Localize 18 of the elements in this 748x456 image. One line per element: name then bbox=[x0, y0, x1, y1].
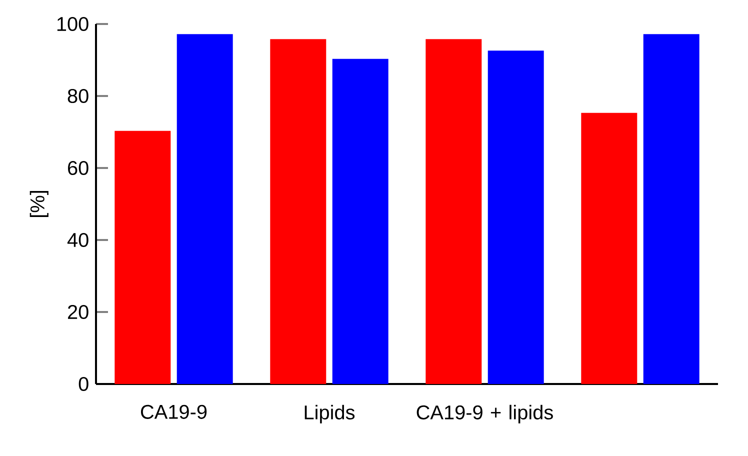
y-tick-label: 100 bbox=[57, 16, 88, 32]
y-tick-label: 60 bbox=[68, 160, 88, 176]
y-tick-label: 80 bbox=[68, 88, 88, 104]
bar bbox=[114, 130, 171, 384]
x-tick-label: CA19-9 bbox=[140, 404, 207, 419]
bar bbox=[176, 34, 233, 384]
bar bbox=[270, 39, 326, 384]
x-tick-label: Lipids bbox=[304, 404, 355, 424]
y-axis-title: [%] bbox=[30, 191, 48, 217]
bar bbox=[643, 34, 700, 384]
y-tick-label: 40 bbox=[67, 232, 88, 248]
bar bbox=[426, 39, 482, 384]
y-tick-label: 20 bbox=[68, 304, 88, 320]
bar bbox=[332, 58, 388, 384]
y-tick-label: 0 bbox=[78, 376, 88, 392]
x-tick-label: CA19-9 + lipids bbox=[416, 404, 553, 424]
bar bbox=[581, 112, 638, 384]
bar bbox=[488, 50, 544, 384]
